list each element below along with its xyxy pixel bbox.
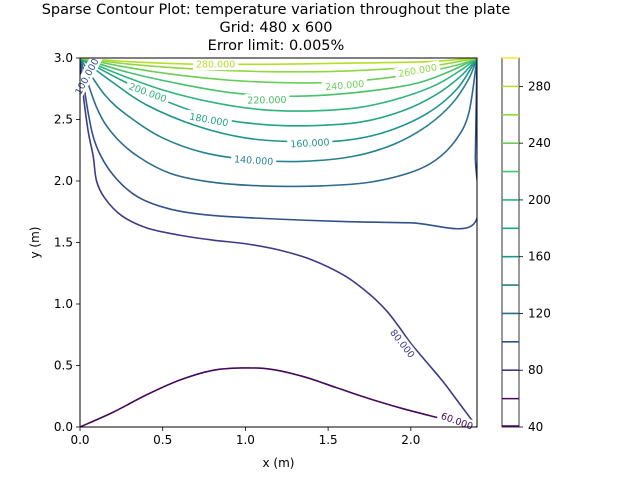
colorbar-frame xyxy=(501,57,520,428)
contour-lines xyxy=(80,58,477,427)
title-line: Sparse Contour Plot: temperature variati… xyxy=(42,2,511,18)
contour-label-gap xyxy=(394,60,441,81)
contour-label-140: 140.000 xyxy=(234,154,274,168)
contour-label-gap xyxy=(385,324,420,363)
contour-label-180: 180.000 xyxy=(189,112,230,130)
colorbar-tick-label: 80 xyxy=(528,363,543,377)
y-tick-label: 2.5 xyxy=(54,113,73,127)
x-tick-label: 0.5 xyxy=(153,433,172,447)
colorbar-tick-label: 40 xyxy=(528,420,543,434)
colorbar-tick-label: 160 xyxy=(528,250,551,264)
contour-label-group: 280.000 xyxy=(193,58,239,71)
x-axis: 0.0 0.5 1.0 1.5 2.0 xyxy=(70,427,420,447)
y-tick-label: 1.5 xyxy=(54,236,73,250)
contour-label-gap xyxy=(287,135,333,151)
contour-line-200 xyxy=(80,58,477,112)
x-tick-label: 1.0 xyxy=(236,433,255,447)
x-tick-label: 1.5 xyxy=(319,433,338,447)
contour-line-60 xyxy=(80,367,477,427)
contour-line-240 xyxy=(80,58,477,84)
contour-label-gap xyxy=(244,93,290,107)
contour-label-gap xyxy=(185,109,233,130)
x-tick-label: 0.0 xyxy=(70,433,89,447)
contour-label-gap xyxy=(124,79,172,106)
y-axis: 0.0 0.5 1.0 1.5 2.0 2.5 3.0 xyxy=(54,51,80,434)
title-line: Grid: 480 x 600 xyxy=(219,20,332,36)
contour-label-gap xyxy=(193,58,239,71)
title-line: Error limit: 0.005% xyxy=(208,38,345,54)
contour-label-group: 60.000 xyxy=(436,408,478,434)
contour-label-gap xyxy=(230,152,277,168)
colorbar-tick-label: 280 xyxy=(528,79,551,93)
contour-label-group: 240.000 xyxy=(321,77,368,94)
plot-frame xyxy=(79,57,478,428)
y-tick-label: 0.5 xyxy=(54,359,73,373)
colorbar: 40 80 120 160 200 240 280 xyxy=(501,57,551,434)
contour-line-140 xyxy=(80,58,477,163)
y-tick-label: 0.0 xyxy=(54,420,73,434)
contour-label-260: 260.000 xyxy=(397,62,438,80)
contour-label-220: 220.000 xyxy=(247,95,286,107)
contour-label-gap xyxy=(321,77,368,94)
y-axis-label: y (m) xyxy=(28,227,42,259)
contour-label-160: 160.000 xyxy=(290,137,330,150)
contour-line-120 xyxy=(80,58,477,188)
contour-label-group: 80.000 xyxy=(385,324,420,363)
chart-title: Sparse Contour Plot: temperature variati… xyxy=(42,2,511,54)
y-tick-label: 3.0 xyxy=(54,51,73,65)
x-axis-label: x (m) xyxy=(263,456,295,470)
contour-label-group: 140.000 xyxy=(230,152,277,168)
contour-line-100 xyxy=(80,58,477,230)
contour-line-280 xyxy=(80,58,477,66)
colorbar-tick-label: 200 xyxy=(528,193,551,207)
y-tick-label: 1.0 xyxy=(54,297,73,311)
contour-line-80 xyxy=(80,58,477,427)
y-tick-label: 2.0 xyxy=(54,174,73,188)
contour-label-group: 180.000 xyxy=(185,109,233,130)
colorbar-tick-label: 120 xyxy=(528,306,551,320)
contour-label-group: 220.000 xyxy=(244,93,290,107)
contour-line-220 xyxy=(80,58,477,98)
contour-label-240: 240.000 xyxy=(325,79,365,93)
contour-label-60: 60.000 xyxy=(439,411,474,433)
contour-label-group: 200.000 xyxy=(124,79,172,106)
colorbar-tick-label: 240 xyxy=(528,136,551,150)
x-tick-label: 2.0 xyxy=(401,433,420,447)
contour-label-280: 280.000 xyxy=(196,60,235,71)
contour-label-group: 160.000 xyxy=(287,135,333,151)
contour-label-gap xyxy=(70,53,103,100)
